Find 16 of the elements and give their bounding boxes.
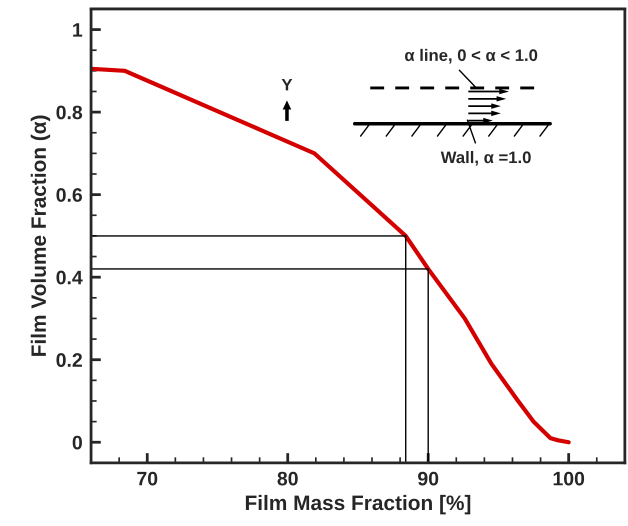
y-axis-title: Film Volume Fraction (α)	[30, 116, 50, 356]
y-tick-label: 0.2	[56, 353, 82, 367]
y-tick-label: 0.8	[56, 106, 82, 120]
x-axis-title: Film Mass Fraction [%]	[246, 494, 470, 514]
annotation: Y	[282, 78, 292, 90]
y-tick-label: 0.6	[56, 188, 82, 202]
y-tick-label: 0.4	[56, 270, 83, 284]
annotation: Wall, α =1.0	[440, 150, 531, 166]
x-tick-label: 80	[278, 472, 298, 486]
line-series	[91, 66, 571, 444]
y-tick-label: 1	[73, 23, 82, 37]
annotation: α line, 0 < α < 1.0	[405, 48, 538, 64]
x-tick-label: 90	[418, 472, 438, 486]
y-tick-label: 0	[72, 436, 82, 450]
x-tick-label: 70	[137, 472, 158, 486]
x-tick-label: 100	[554, 472, 584, 486]
